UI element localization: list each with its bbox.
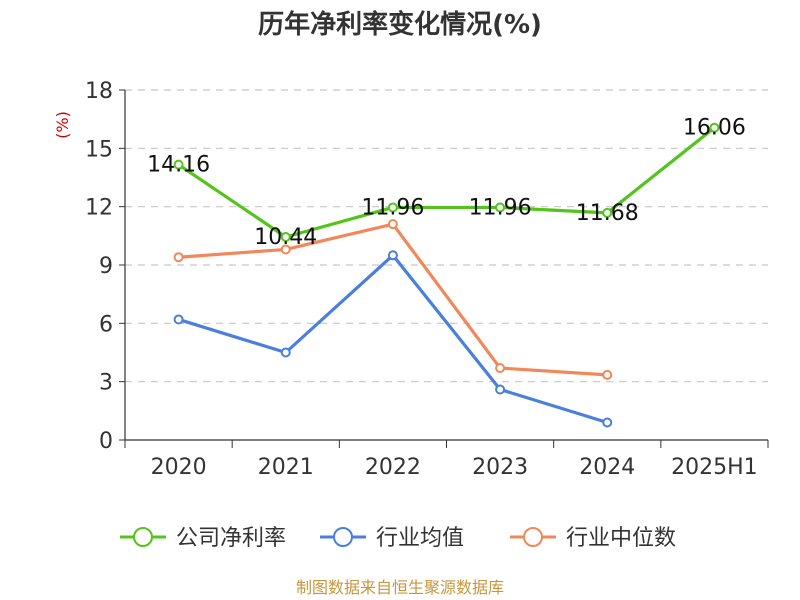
y-tick-label: 12 — [85, 196, 113, 221]
data-point — [387, 202, 398, 213]
series-group — [173, 122, 720, 428]
legend-label: 公司净利率 — [176, 526, 286, 551]
y-tick-label: 15 — [85, 137, 113, 162]
data-point — [173, 159, 184, 170]
y-tick-label: 18 — [85, 79, 113, 104]
y-axis-unit: (%) — [53, 111, 72, 139]
legend-label: 行业均值 — [376, 526, 464, 551]
series-line — [177, 126, 716, 239]
data-point — [387, 250, 398, 261]
data-point — [602, 417, 613, 428]
data-label: 11.68 — [576, 201, 639, 226]
data-point — [173, 314, 184, 325]
legend-swatch-marker — [523, 527, 543, 547]
data-point — [602, 369, 613, 380]
data-label: 10.44 — [254, 225, 317, 250]
x-tick-label: 2023 — [472, 455, 528, 480]
data-point — [495, 384, 506, 395]
gridlines — [125, 89, 768, 383]
x-tick-label: 2025H1 — [671, 455, 758, 480]
x-tick-label: 2020 — [151, 455, 207, 480]
x-tick-label: 2024 — [579, 455, 635, 480]
x-tick-label: 2021 — [258, 455, 314, 480]
data-point — [495, 363, 506, 374]
legend-swatch-marker — [333, 527, 353, 547]
data-point — [173, 252, 184, 263]
data-point — [280, 347, 291, 358]
series-line — [178, 253, 608, 425]
x-axis-ticks: 2020 2021 2022 2023 2024 2025H1 — [124, 440, 769, 480]
y-tick-label: 3 — [99, 371, 113, 396]
series-line — [178, 222, 608, 377]
y-axis-ticks: 0 3 6 9 12 15 18 — [85, 79, 125, 454]
source-note: 制图数据来自恒生聚源数据库 — [296, 578, 504, 597]
data-label: 11.96 — [361, 195, 424, 220]
y-tick-label: 9 — [99, 254, 113, 279]
x-tick-label: 2022 — [365, 455, 421, 480]
data-label: 11.96 — [469, 195, 532, 220]
legend: 公司净利率 行业均值 行业中位数 — [120, 526, 676, 551]
data-point — [602, 207, 613, 218]
legend-label: 行业中位数 — [566, 526, 676, 551]
data-label: 14.16 — [147, 153, 210, 178]
data-label: 16.06 — [683, 116, 746, 141]
data-point — [495, 202, 506, 213]
chart-title: 历年净利率变化情况(%) — [258, 9, 542, 40]
legend-swatch-marker — [133, 527, 153, 547]
data-point — [387, 219, 398, 230]
data-point — [709, 122, 720, 133]
data-labels: 14.16 10.44 11.96 11.96 11.68 16.06 — [147, 116, 746, 250]
data-point — [280, 232, 291, 242]
y-tick-label: 6 — [99, 312, 113, 337]
y-tick-label: 0 — [99, 429, 113, 454]
data-point — [280, 244, 291, 255]
